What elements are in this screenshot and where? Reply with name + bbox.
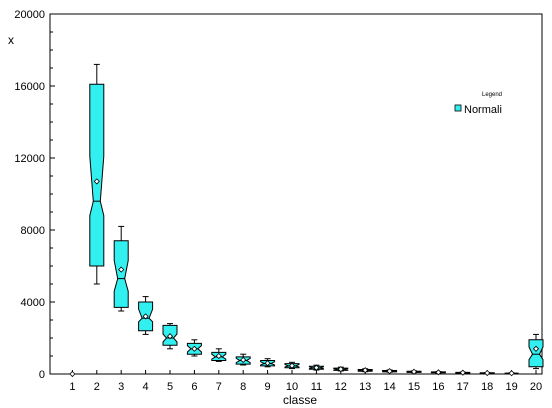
x-tick-label: 5 <box>167 381 173 393</box>
mean-marker <box>410 368 418 375</box>
legend-swatch <box>454 104 462 112</box>
x-tick-label: 20 <box>530 381 542 393</box>
x-tick-label: 15 <box>408 381 420 393</box>
mean-marker <box>93 178 100 185</box>
mean-marker <box>264 360 271 367</box>
x-tick-label: 13 <box>359 381 371 393</box>
y-tick-label: 0 <box>39 369 45 381</box>
box-18 <box>479 369 495 377</box>
box-15 <box>406 368 422 375</box>
y-tick-label: 8000 <box>21 225 45 237</box>
y-tick-label: 12000 <box>14 153 45 165</box>
box-8 <box>235 353 251 366</box>
box-2 <box>89 63 105 285</box>
x-tick-label: 3 <box>118 381 124 393</box>
box-6 <box>186 339 202 357</box>
box-7 <box>211 348 227 362</box>
legend-title: Legend <box>482 92 502 98</box>
box-10 <box>284 361 300 370</box>
mean-marker <box>313 364 320 371</box>
mean-marker <box>118 266 125 273</box>
y-axis-label: x <box>8 33 14 47</box>
box-20 <box>528 333 544 370</box>
x-tick-label: 2 <box>94 381 100 393</box>
box-9 <box>260 358 276 368</box>
box-series <box>65 63 544 378</box>
x-tick-label: 14 <box>383 381 395 393</box>
mean-marker <box>532 345 540 352</box>
mean-marker <box>69 370 76 378</box>
mean-marker <box>435 369 442 376</box>
mean-marker <box>484 369 491 377</box>
box-body <box>89 83 105 267</box>
x-axis-label: classe <box>283 393 317 407</box>
box-4 <box>138 296 154 335</box>
x-tick-label: 4 <box>143 381 149 393</box>
x-tick-label: 7 <box>216 381 222 393</box>
box-body <box>113 240 129 308</box>
x-tick-label: 10 <box>286 381 298 393</box>
mean-marker <box>288 362 296 369</box>
box-3 <box>113 225 129 312</box>
y-axis: 0 4000 8000 12000 16000 20000 <box>14 9 55 381</box>
mean-marker <box>215 352 222 360</box>
x-tick-label: 11 <box>311 381 322 393</box>
x-tick-label: 9 <box>265 381 271 393</box>
y-tick-label: 4000 <box>21 297 45 309</box>
box-13 <box>357 367 373 374</box>
mean-marker <box>508 370 515 377</box>
x-tick-label: 6 <box>191 381 197 393</box>
mean-marker <box>142 313 149 320</box>
legend: Legend Normali <box>454 92 502 116</box>
x-axis: 1 2 3 4 5 6 7 8 9 10 11 12 13 14 15 16 17 18 19 20 <box>69 370 542 393</box>
x-tick-label: 17 <box>457 381 469 393</box>
x-tick-label: 16 <box>432 381 444 393</box>
x-tick-label: 1 <box>69 381 75 393</box>
x-tick-label: 19 <box>505 381 517 393</box>
box-17 <box>455 369 471 376</box>
mean-marker <box>459 369 466 376</box>
x-tick-label: 18 <box>481 381 493 393</box>
box-14 <box>382 368 398 375</box>
mean-marker <box>386 368 393 375</box>
legend-entry-normali: Normali <box>464 104 502 116</box>
x-tick-label: 8 <box>240 381 246 393</box>
x-tick-label: 12 <box>335 381 347 393</box>
mean-marker <box>191 345 198 352</box>
y-tick-label: 20000 <box>14 9 45 21</box>
box-1 <box>65 370 80 378</box>
mean-marker <box>166 333 174 340</box>
mean-marker <box>240 356 247 364</box>
mean-marker <box>362 367 369 374</box>
box-body <box>528 339 544 368</box>
box-16 <box>430 369 446 376</box>
mean-marker <box>337 366 344 373</box>
box-19 <box>504 370 519 377</box>
box-12 <box>333 366 349 373</box>
box-5 <box>162 323 178 350</box>
box-11 <box>308 364 324 371</box>
plot-area <box>49 13 543 375</box>
y-tick-label: 16000 <box>14 81 45 93</box>
